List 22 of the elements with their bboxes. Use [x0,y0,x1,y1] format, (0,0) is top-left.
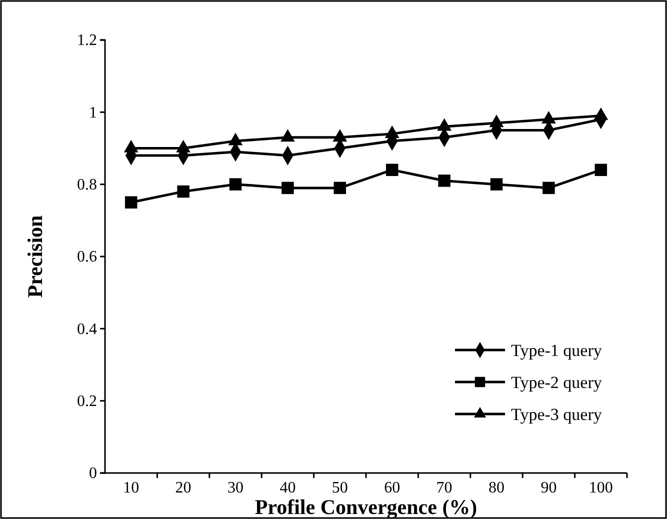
y-tick-label: 0.4 [77,320,97,338]
y-tick-label: 0.6 [77,248,97,266]
y-tick-label: 0.2 [77,392,97,410]
x-tick-label: 70 [436,479,452,496]
x-tick-label: 10 [123,479,140,496]
y-tick-label: 0 [89,465,97,482]
x-tick-label: 100 [588,479,613,496]
x-tick-label: 60 [384,479,400,496]
legend-label: Type-2 query [511,373,602,392]
x-tick-label: 50 [332,479,348,496]
x-tick-label: 90 [540,479,557,496]
y-tick-label: 1.2 [77,32,97,50]
y-tick-label: 0.8 [77,176,97,194]
x-tick-label: 80 [488,479,504,496]
x-tick-label: 20 [175,479,192,496]
y-tick-label: 1 [89,104,97,122]
x-tick-label: 30 [228,479,244,496]
x-tick-label: 40 [280,479,296,496]
x-axis-title: Profile Convergence (%) [254,495,478,519]
legend-label: Type-3 query [511,405,602,424]
legend-label: Type-1 query [511,341,602,360]
y-axis-title: Precision [23,214,47,298]
